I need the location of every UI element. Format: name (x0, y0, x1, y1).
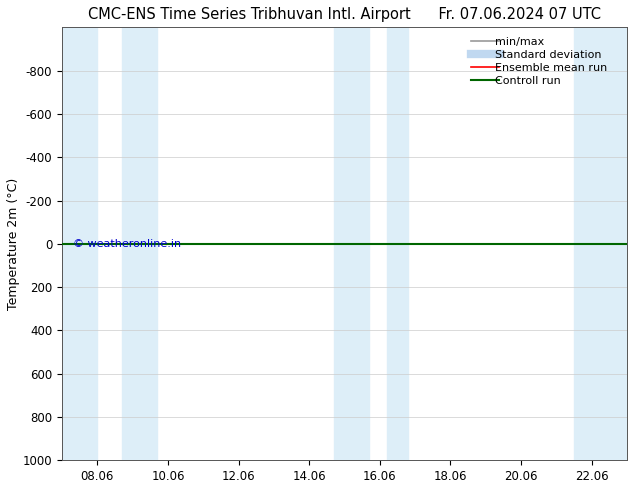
Text: © weatheronline.in: © weatheronline.in (74, 240, 181, 249)
Title: CMC-ENS Time Series Tribhuvan Intl. Airport      Fr. 07.06.2024 07 UTC: CMC-ENS Time Series Tribhuvan Intl. Airp… (88, 7, 601, 22)
Legend: min/max, Standard deviation, Ensemble mean run, Controll run: min/max, Standard deviation, Ensemble me… (467, 33, 621, 90)
Bar (334, 27, 369, 460)
Bar (574, 27, 627, 460)
Bar (62, 27, 98, 460)
Bar (122, 27, 157, 460)
Y-axis label: Temperature 2m (°C): Temperature 2m (°C) (7, 178, 20, 310)
Bar (387, 27, 408, 460)
